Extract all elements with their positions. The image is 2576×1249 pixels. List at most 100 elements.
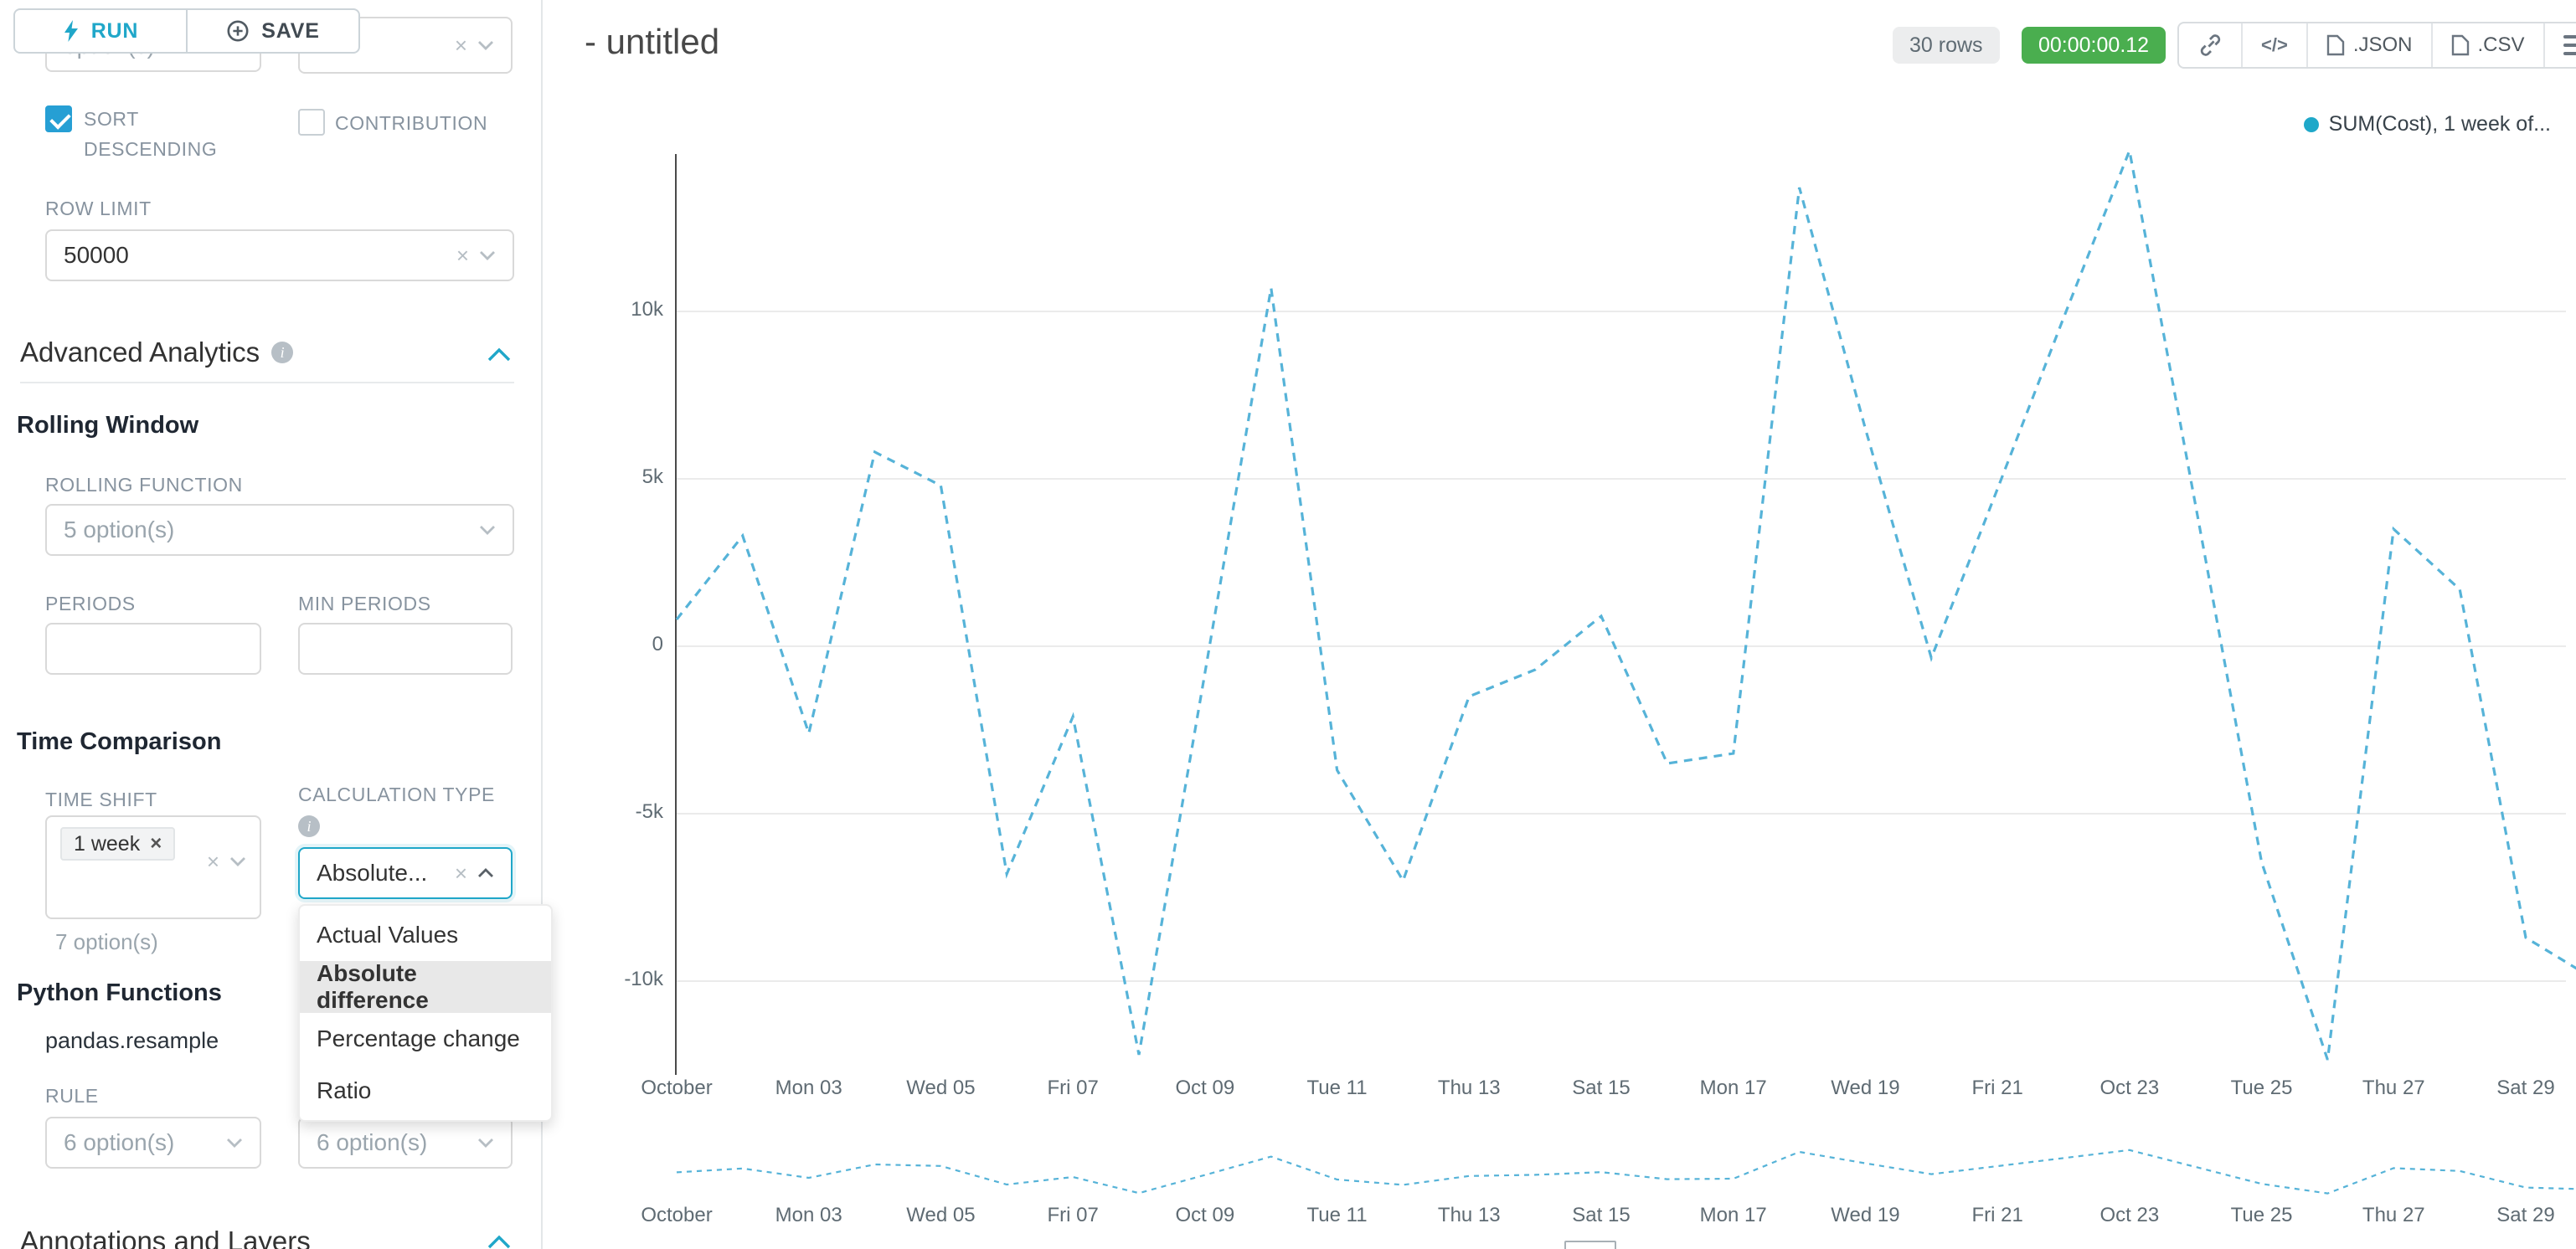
time-shift-label: TIME SHIFT: [45, 789, 157, 810]
x-tick-label: Wed 19: [1831, 1204, 1900, 1226]
x-circle-icon[interactable]: ×: [454, 861, 467, 886]
chevron-down-icon: [480, 251, 495, 260]
run-save-button-group: RUN SAVE: [13, 8, 360, 54]
x-tick-label: Sat 15: [1572, 1204, 1631, 1226]
link-icon: [2200, 34, 2221, 56]
brush-handle[interactable]: [1564, 1241, 1616, 1249]
save-button-label: SAVE: [261, 18, 320, 43]
x-circle-icon[interactable]: ×: [456, 243, 469, 268]
dropdown-option[interactable]: Actual Values: [317, 922, 459, 948]
pandas-resample-label: pandas.resample: [45, 1028, 219, 1053]
calculation-type-label: CALCULATION TYPE: [298, 784, 495, 805]
x-circle-icon[interactable]: ×: [206, 849, 219, 874]
dropdown-option[interactable]: Ratio: [317, 1077, 372, 1103]
context-series-line: [676, 1149, 2576, 1195]
export-json-button[interactable]: .JSON: [2308, 23, 2433, 67]
row-count-badge: 30 rows: [1893, 27, 2000, 64]
x-tick-label: Mon 17: [1699, 1077, 1767, 1099]
time-shift-tag[interactable]: 1 week ×: [60, 827, 176, 861]
remove-tag-icon[interactable]: ×: [150, 832, 162, 855]
save-button[interactable]: SAVE: [188, 10, 358, 52]
run-button-label: RUN: [90, 18, 139, 43]
series-line: [675, 146, 2576, 1061]
row-limit-label: ROW LIMIT: [45, 198, 152, 219]
x-tick-label: Oct 09: [1175, 1077, 1235, 1099]
run-button[interactable]: RUN: [15, 10, 188, 52]
export-csv-button[interactable]: .CSV: [2433, 23, 2545, 67]
x-tick-label: Oct 23: [2099, 1077, 2160, 1099]
x-tick-label: Wed 19: [1831, 1077, 1900, 1099]
rule-value: 6 option(s): [64, 1129, 175, 1155]
calculation-type-value: Absolute...: [317, 860, 428, 886]
row-limit-value: 50000: [64, 242, 129, 268]
x-tick-label: Oct 23: [2099, 1204, 2160, 1226]
python-functions-title: Python Functions: [17, 979, 222, 1006]
x-tick-label: Tue 25: [2230, 1077, 2293, 1099]
bolt-icon: [64, 20, 78, 42]
x-tick-label: Fri 07: [1047, 1204, 1099, 1226]
rolling-function-label: ROLLING FUNCTION: [45, 474, 243, 496]
fill-method-value: 6 option(s): [317, 1129, 428, 1155]
chevron-down-icon: [230, 857, 245, 866]
min-periods-input[interactable]: [298, 623, 513, 675]
info-icon: [271, 342, 294, 363]
row-limit-select[interactable]: 50000 ×: [45, 229, 514, 281]
chevron-down-icon: [480, 526, 495, 535]
chevron-down-icon: [478, 41, 493, 50]
periods-label: PERIODS: [45, 593, 136, 614]
rule-select[interactable]: 6 option(s): [45, 1117, 261, 1169]
time-shift-tag-label: 1 week: [74, 831, 141, 856]
x-tick-label: Mon 03: [775, 1204, 842, 1226]
info-icon: [298, 815, 320, 837]
x-tick-label: Thu 27: [2362, 1204, 2425, 1226]
contribution-label: CONTRIBUTION: [335, 112, 488, 134]
sort-descending-checkbox[interactable]: [45, 105, 72, 132]
chart-menu-button[interactable]: [2545, 23, 2576, 67]
x-tick-label: Tue 25: [2230, 1204, 2293, 1226]
x-tick-label: Mon 03: [775, 1077, 842, 1099]
dropdown-option[interactable]: Percentage change: [317, 1025, 520, 1051]
x-circle-icon[interactable]: ×: [454, 33, 467, 58]
y-tick-label: 5k: [641, 465, 663, 488]
y-tick-label: 0: [652, 633, 663, 655]
time-shift-helper: 7 option(s): [55, 929, 158, 954]
chevron-up-icon: [478, 868, 493, 877]
x-tick-label: Thu 13: [1437, 1077, 1501, 1099]
min-periods-label: MIN PERIODS: [298, 593, 431, 614]
calculation-type-dropdown: Actual Values Absolute difference Percenta…: [298, 904, 553, 1122]
contribution-checkbox[interactable]: [298, 109, 325, 136]
query-timer-badge: 00:00:00.12: [2022, 27, 2166, 64]
chevron-up-icon[interactable]: [487, 1234, 511, 1249]
file-icon: [2326, 34, 2345, 56]
chart-title[interactable]: - untitled: [585, 22, 720, 61]
x-tick-label: Tue 11: [1306, 1204, 1368, 1226]
code-icon: </>: [2261, 34, 2288, 55]
dropdown-option[interactable]: Absolute difference: [300, 960, 551, 1013]
x-tick-label: October: [641, 1204, 713, 1226]
chevron-down-icon: [227, 1138, 242, 1148]
chart-legend[interactable]: SUM(Cost), 1 week of...: [2303, 112, 2551, 136]
export-csv-label: .CSV: [2477, 33, 2525, 56]
plus-circle-icon: [227, 20, 249, 42]
annotations-layers-title: Annotations and Layers: [20, 1226, 311, 1249]
x-tick-label: Oct 09: [1175, 1204, 1235, 1226]
x-tick-label: Thu 27: [2362, 1077, 2425, 1099]
y-tick-label: 10k: [631, 298, 663, 321]
x-tick-label: October: [641, 1077, 713, 1099]
time-comparison-title: Time Comparison: [17, 728, 222, 755]
x-tick-label: Tue 11: [1306, 1077, 1368, 1099]
fill-method-select[interactable]: 6 option(s): [298, 1117, 513, 1169]
time-shift-multiselect[interactable]: 1 week × ×: [45, 815, 261, 919]
chevron-down-icon: [478, 1138, 493, 1148]
chevron-up-icon[interactable]: [487, 347, 511, 362]
export-json-label: .JSON: [2352, 33, 2413, 56]
rolling-function-select[interactable]: 5 option(s): [45, 504, 514, 556]
legend-dot-icon: [2303, 116, 2319, 132]
calculation-type-select[interactable]: Absolute... ×: [298, 847, 513, 899]
periods-input[interactable]: [45, 623, 261, 675]
x-tick-label: Fri 21: [1971, 1204, 2023, 1226]
copy-link-button[interactable]: [2179, 23, 2243, 67]
embed-code-button[interactable]: </>: [2243, 23, 2308, 67]
file-icon: [2451, 34, 2469, 56]
